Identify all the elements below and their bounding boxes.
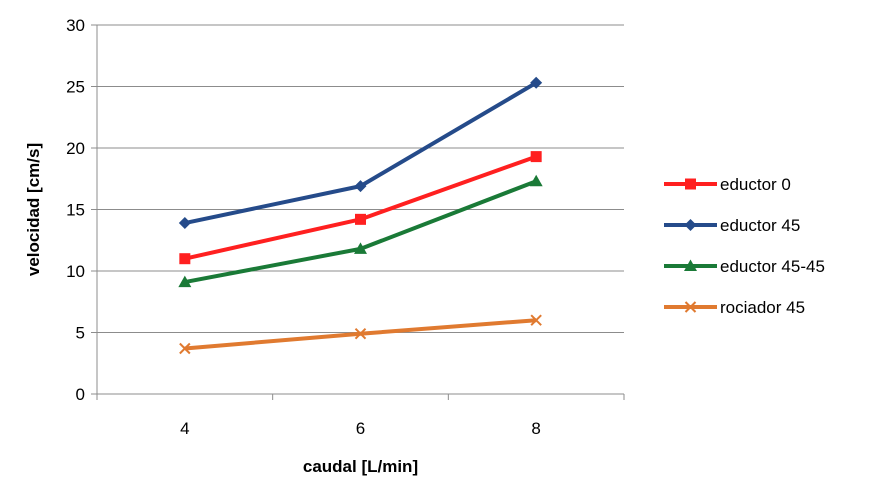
data-point-rociador-45-4-b: [179, 342, 191, 355]
data-point-rociador-45-6-b: [354, 328, 367, 340]
data-point-eductor-45-8: [530, 76, 543, 89]
y-tick-label-10: 10: [66, 262, 85, 281]
tick-labels: 0 5 10 15 20 25 30 4 6 8: [66, 16, 541, 438]
legend-marker-rociador-45: [684, 301, 697, 313]
data-point-eductor-45-45-8: [529, 174, 543, 187]
series-line-eductor-45-45: [184, 179, 537, 285]
y-tick-label-30: 30: [66, 16, 85, 35]
data-point-eductor-45-6: [354, 180, 367, 193]
y-tick-label-20: 20: [66, 139, 85, 158]
data-point-eductor-45-45-6: [354, 242, 367, 254]
data-point-eductor-0-8: [530, 151, 542, 163]
y-tick-label-5: 5: [76, 324, 85, 343]
legend-marker-eductor-45: [684, 219, 697, 231]
x-tick-label-4: 4: [180, 419, 189, 438]
series-rociador-45: [179, 314, 542, 355]
y-tick-label-15: 15: [66, 201, 85, 220]
series-eductor-0: [179, 151, 542, 265]
data-point-rociador-45-4: [179, 342, 191, 355]
x-tick-label-8: 8: [531, 419, 540, 438]
legend-label-rociador-45: rociador 45: [720, 298, 805, 317]
series-group: [178, 76, 543, 355]
gridlines: [97, 24, 624, 333]
legend-item-eductor-45-45: eductor 45-45: [664, 257, 825, 276]
legend-marker-eductor-45-45: [684, 259, 697, 271]
data-point-eductor-45-4: [178, 217, 191, 230]
y-axis-title: velocidad [cm/s]: [24, 143, 43, 276]
y-tick-label-0: 0: [76, 385, 85, 404]
legend: eductor 0 eductor 45 eductor 45-45 rociador…: [664, 175, 825, 317]
series-eductor-45-45: [178, 174, 543, 288]
legend-item-eductor-0: eductor 0: [664, 175, 791, 194]
x-axis-title: caudal [L/min]: [303, 457, 418, 476]
legend-label-eductor-45: eductor 45: [720, 216, 800, 235]
data-point-rociador-45-8: [530, 314, 542, 326]
legend-marker-eductor-0: [685, 178, 696, 190]
legend-label-eductor-0: eductor 0: [720, 175, 791, 194]
x-tick-label-6: 6: [356, 419, 365, 438]
data-point-eductor-45-45-4: [178, 275, 192, 288]
legend-item-eductor-45: eductor 45: [664, 216, 800, 235]
series-eductor-45: [178, 76, 543, 230]
data-point-rociador-45-8-b: [530, 314, 542, 326]
legend-item-rociador-45: rociador 45: [664, 298, 805, 317]
legend-marker-rociador-45-b: [684, 301, 697, 313]
data-point-eductor-0-4: [179, 253, 191, 265]
legend-label-eductor-45-45: eductor 45-45: [720, 257, 825, 276]
y-tick-label-25: 25: [66, 78, 85, 97]
axes: [91, 24, 625, 400]
data-point-eductor-0-6: [355, 213, 366, 225]
data-point-rociador-45-6: [354, 328, 367, 340]
